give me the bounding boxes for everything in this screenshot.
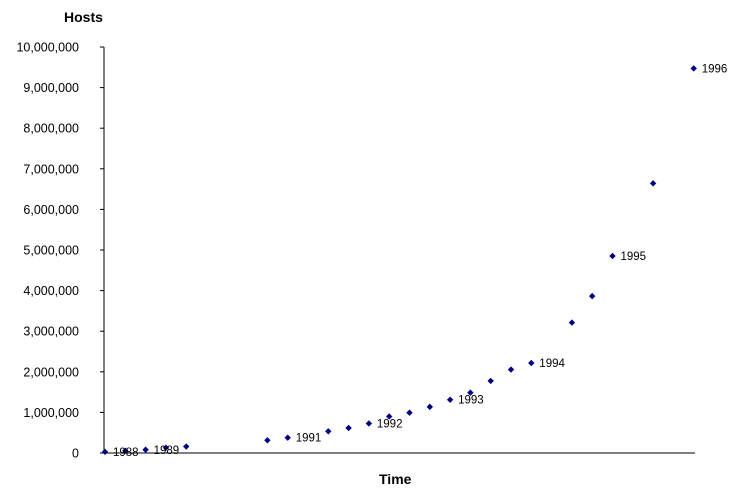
axes bbox=[103, 47, 695, 454]
data-point bbox=[284, 434, 291, 441]
y-tick-label: 1,000,000 bbox=[23, 406, 79, 420]
point-label: 1994 bbox=[539, 358, 565, 370]
annotations: 1988 1989 1991 1992 1993 1994 1995 1996 bbox=[113, 63, 727, 458]
data-point bbox=[426, 403, 433, 411]
data-point bbox=[264, 437, 271, 444]
y-tick-label: 10,000,000 bbox=[16, 41, 79, 55]
data-point bbox=[446, 396, 454, 403]
y-tick-label: 3,000,000 bbox=[23, 325, 79, 339]
x-axis-title: Time bbox=[379, 471, 412, 487]
y-tick-label: 2,000,000 bbox=[23, 365, 79, 379]
data-points bbox=[101, 65, 697, 456]
point-label: 1993 bbox=[458, 395, 484, 407]
data-point bbox=[467, 389, 474, 396]
point-label: 1991 bbox=[296, 433, 322, 445]
y-tick-label: 9,000,000 bbox=[23, 81, 79, 95]
y-tick-label: 4,000,000 bbox=[23, 284, 79, 298]
data-point bbox=[325, 428, 332, 435]
y-tick-label: 6,000,000 bbox=[23, 203, 79, 217]
data-point bbox=[386, 413, 393, 420]
data-point bbox=[183, 443, 190, 450]
data-point bbox=[568, 319, 576, 326]
data-point bbox=[528, 359, 535, 367]
data-point bbox=[142, 446, 149, 453]
data-point bbox=[507, 366, 515, 373]
y-tick-label: 5,000,000 bbox=[23, 244, 79, 258]
data-point bbox=[589, 292, 596, 300]
point-label: 1995 bbox=[621, 251, 647, 263]
y-tick-label: 0 bbox=[72, 447, 79, 461]
point-label: 1992 bbox=[377, 418, 403, 430]
data-point bbox=[122, 447, 129, 454]
data-point bbox=[487, 377, 494, 385]
y-tick-label: 7,000,000 bbox=[23, 162, 79, 176]
y-ticks: 0 1,000,000 2,000,000 3,000,000 4,000,000 5,0… bbox=[16, 41, 104, 461]
point-label: 1996 bbox=[702, 63, 728, 75]
y-axis-title: Hosts bbox=[64, 9, 103, 25]
data-point bbox=[365, 420, 373, 427]
point-label: 1988 bbox=[113, 447, 139, 459]
data-point bbox=[609, 252, 616, 260]
data-point bbox=[345, 424, 352, 432]
point-label: 1989 bbox=[154, 445, 180, 457]
data-point bbox=[406, 409, 413, 416]
data-point bbox=[162, 444, 170, 451]
y-tick-label: 8,000,000 bbox=[23, 122, 79, 136]
data-point bbox=[101, 448, 109, 456]
data-point bbox=[690, 65, 697, 72]
data-point bbox=[649, 180, 657, 187]
